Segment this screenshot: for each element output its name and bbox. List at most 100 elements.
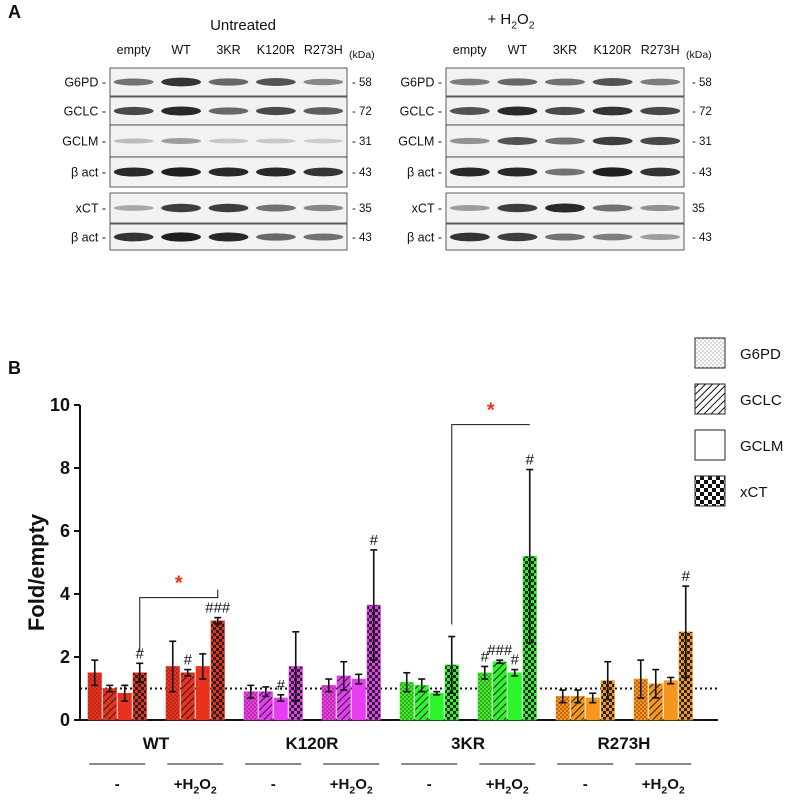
condition-label-h2o2-part: 2 xyxy=(349,785,355,797)
blot-band xyxy=(208,232,249,242)
h2o2-title-part: 2 xyxy=(529,20,535,32)
blot-band xyxy=(113,205,154,211)
significance-hash: # xyxy=(136,645,145,662)
condition-label-h2o2: +H2O2 xyxy=(330,776,373,797)
group-label: R273H xyxy=(598,734,651,753)
blot-band xyxy=(161,106,202,116)
blot-band xyxy=(545,106,585,116)
condition-label-h2o2-part: +H xyxy=(330,776,350,793)
blot-band xyxy=(113,167,154,177)
blot-band xyxy=(592,106,633,116)
significance-hash: # xyxy=(184,652,193,669)
blot-mw-label: - 58 xyxy=(692,77,712,89)
y-axis-title: Fold/empty xyxy=(24,513,49,631)
blot-band xyxy=(161,167,202,177)
blot-band xyxy=(545,168,585,176)
blot-band xyxy=(255,78,296,86)
blot-band xyxy=(208,107,249,115)
blot-band xyxy=(497,137,538,145)
untreated-title: Untreated xyxy=(210,17,276,34)
y-tick-label: 4 xyxy=(60,584,70,604)
significance-hash: # xyxy=(682,568,691,585)
blot-band xyxy=(303,138,344,144)
panel-a-letter: A xyxy=(8,2,21,22)
blot-row-label: xCT - xyxy=(76,202,106,216)
blot-band xyxy=(545,233,585,241)
condition-label-h2o2-part: +H xyxy=(642,776,662,793)
condition-label-h2o2-part: O xyxy=(667,776,679,793)
blot-mw-label: - 43 xyxy=(352,232,372,244)
significance-hash: # xyxy=(277,677,286,694)
blot-band xyxy=(545,137,585,145)
bar xyxy=(507,672,522,721)
blot-band xyxy=(161,77,202,87)
bar xyxy=(180,672,195,721)
blot-row-label: GCLC - xyxy=(400,105,442,119)
y-tick-label: 10 xyxy=(50,395,70,415)
blot-band xyxy=(303,107,344,115)
kda-label: (kDa) xyxy=(349,49,375,61)
legend-label: xCT xyxy=(740,484,768,501)
condition-label: - xyxy=(115,776,120,793)
blot-band xyxy=(497,167,538,177)
h2o2-title-part: O xyxy=(517,11,529,28)
blot-mw-label: - 72 xyxy=(352,106,372,118)
lane-label: WT xyxy=(171,43,191,57)
blot-band xyxy=(640,106,681,116)
blot-row-label: β act - xyxy=(407,166,442,180)
blot-mw-label: 35 xyxy=(692,203,705,215)
blot-band xyxy=(161,138,202,144)
group-label: 3KR xyxy=(451,734,485,753)
blot-mw-label: - 31 xyxy=(692,136,712,148)
condition-label-h2o2-part: O xyxy=(511,776,523,793)
lane-label: WT xyxy=(508,43,528,57)
condition-label-h2o2: +H2O2 xyxy=(642,776,685,797)
h2o2-title-part: 2 xyxy=(511,20,517,32)
lane-label: empty xyxy=(117,43,152,57)
blot-band xyxy=(592,78,633,86)
group-label: K120R xyxy=(286,734,339,753)
lane-label: K120R xyxy=(593,43,631,57)
blot-mw-label: - 35 xyxy=(352,203,372,215)
blot-row-label: β act - xyxy=(71,166,106,180)
kda-label: (kDa) xyxy=(686,49,712,61)
bar xyxy=(663,680,678,721)
y-tick-label: 6 xyxy=(60,521,70,541)
blot-band xyxy=(208,78,249,86)
blot-row-label: xCT - xyxy=(412,202,442,216)
lane-label: 3KR xyxy=(216,43,240,57)
y-tick-label: 0 xyxy=(60,710,70,730)
blot-band xyxy=(497,232,538,242)
blot-band xyxy=(640,136,681,146)
blot-band xyxy=(592,204,633,212)
condition-label-h2o2-part: O xyxy=(199,776,211,793)
blot-band xyxy=(497,78,538,86)
blot-band xyxy=(255,138,296,144)
blot-band xyxy=(303,78,344,86)
blot-band xyxy=(449,137,490,145)
blot-mw-label: - 31 xyxy=(352,136,372,148)
legend-swatch xyxy=(694,383,726,415)
condition-label: - xyxy=(427,776,432,793)
lane-label: R273H xyxy=(304,43,343,57)
y-tick-label: 2 xyxy=(60,647,70,667)
blot-row-label: β act - xyxy=(407,231,442,245)
blot-band xyxy=(449,78,490,86)
significance-bracket xyxy=(451,424,530,625)
blot-mw-label: - 43 xyxy=(692,167,712,179)
blot-row-label: GCLM - xyxy=(398,135,442,149)
condition-label-h2o2-part: 2 xyxy=(211,785,217,797)
significance-hash: # xyxy=(511,652,520,669)
condition-label-h2o2-part: 2 xyxy=(367,785,373,797)
blot-band xyxy=(255,106,296,116)
blot-mw-label: - 43 xyxy=(692,232,712,244)
condition-label-h2o2-part: 2 xyxy=(505,785,511,797)
significance-hash: # xyxy=(370,532,379,549)
blot-mw-label: - 43 xyxy=(352,167,372,179)
blot-band xyxy=(208,138,249,144)
blot-band xyxy=(113,138,154,144)
blot-band xyxy=(592,167,633,177)
significance-star: * xyxy=(175,573,183,595)
blot-band xyxy=(640,78,681,86)
